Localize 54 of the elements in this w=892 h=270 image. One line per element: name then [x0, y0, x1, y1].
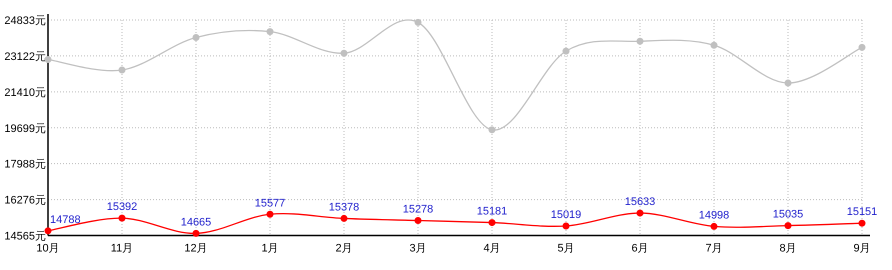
x-tick-label: 3月: [409, 242, 427, 254]
x-tick-label: 7月: [705, 242, 723, 254]
point: [266, 210, 274, 218]
data-label: 15577: [254, 197, 286, 210]
x-tick-label: 10月: [36, 242, 60, 254]
point: [192, 34, 200, 41]
point: [192, 230, 200, 237]
data-label: 15151: [846, 206, 878, 218]
y-tick-label: 16276元: [4, 194, 46, 207]
x-tick-label: 6月: [631, 242, 649, 254]
point: [414, 217, 422, 224]
y-tick-label: 24833元: [4, 15, 46, 27]
point: [784, 222, 792, 230]
data-label: 15035: [772, 208, 804, 221]
point: [340, 214, 348, 222]
point: [118, 66, 126, 74]
point: [858, 44, 866, 51]
x-tick-label: 12月: [184, 242, 208, 254]
x-tick-label: 8月: [779, 242, 797, 254]
point: [488, 126, 496, 134]
data-label: 15019: [550, 208, 582, 221]
data-label: 14998: [698, 209, 730, 222]
point: [636, 210, 644, 217]
point: [636, 38, 644, 45]
x-tick-label: 11月: [110, 242, 134, 254]
point: [414, 18, 422, 26]
data-label: 15181: [476, 206, 508, 218]
point: [266, 28, 274, 36]
point: [710, 222, 718, 230]
point: [44, 227, 52, 234]
x-tick-label: 4月: [483, 242, 501, 254]
point: [562, 222, 570, 230]
x-tick-label: 5月: [557, 242, 575, 254]
point: [340, 50, 348, 57]
point: [118, 214, 126, 222]
data-label: 15392: [106, 201, 138, 214]
data-label: 14665: [180, 216, 212, 228]
y-tick-label: 17988元: [4, 158, 46, 171]
y-tick-label: 23122元: [4, 50, 46, 63]
x-tick-label: 9月: [853, 242, 871, 254]
point: [710, 42, 718, 49]
y-tick-label: 14565元: [4, 230, 46, 242]
data-label: 14788: [50, 214, 81, 226]
data-label: 15378: [328, 201, 360, 214]
point: [562, 48, 570, 55]
x-tick-label: 1月: [261, 242, 279, 254]
y-tick-label: 21410元: [4, 86, 46, 99]
point: [488, 219, 496, 226]
x-tick-label: 2月: [335, 242, 353, 254]
data-label: 15278: [402, 204, 434, 216]
y-tick-label: 19699元: [4, 122, 46, 135]
data-label: 15633: [624, 196, 656, 208]
point: [858, 220, 866, 227]
point: [784, 80, 792, 87]
